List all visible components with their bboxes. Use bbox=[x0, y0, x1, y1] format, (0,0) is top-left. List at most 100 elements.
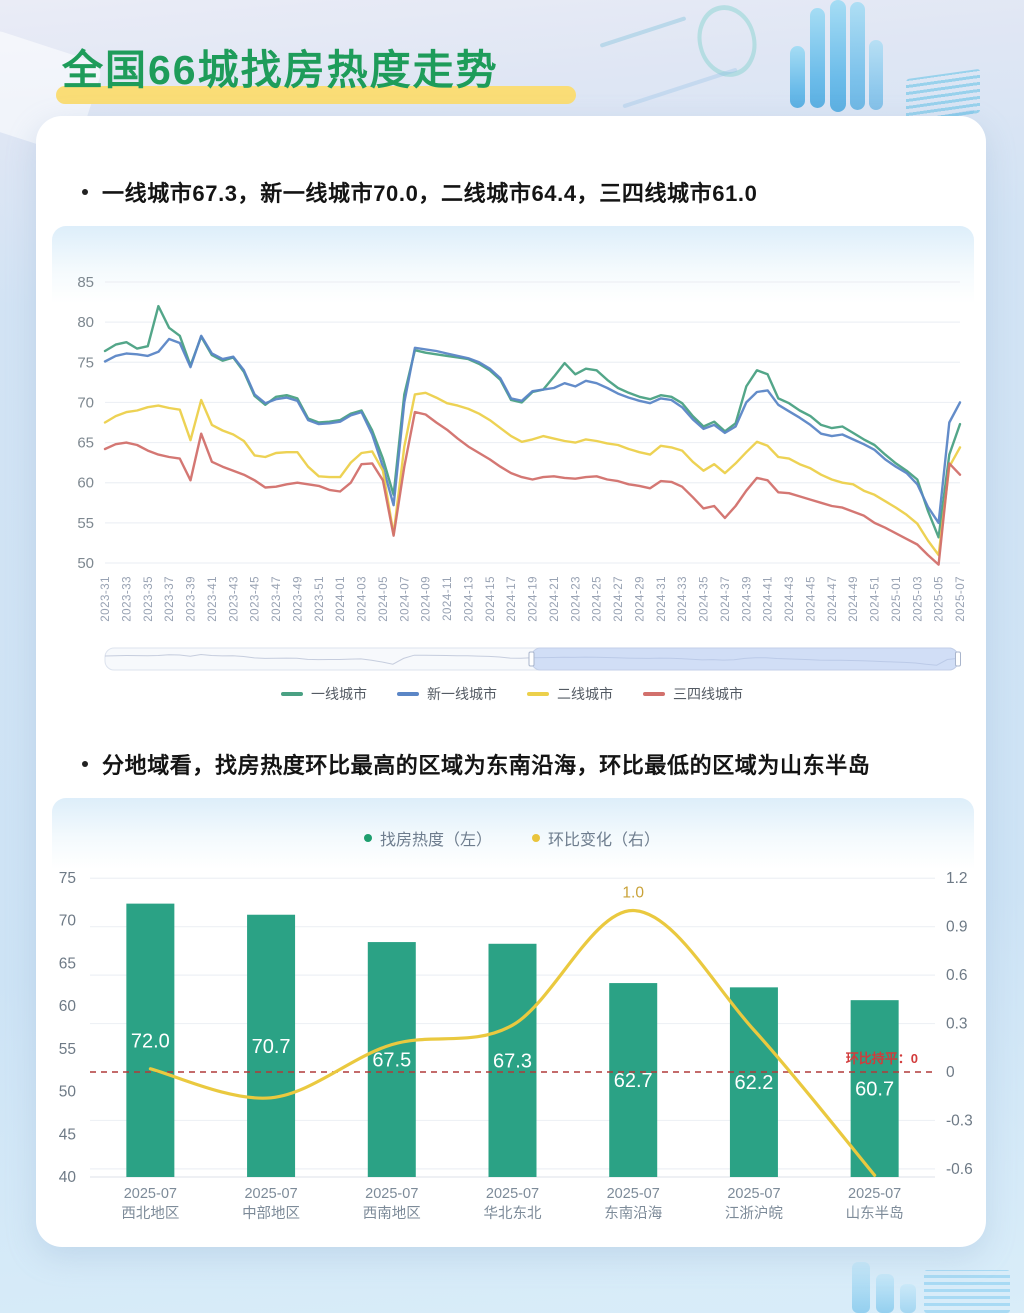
x-axis-tick-label: 2024-21 bbox=[549, 576, 561, 622]
x-axis-tick-label: 2024-19 bbox=[528, 576, 540, 622]
bar-中部地区[interactable] bbox=[247, 914, 296, 1177]
right-y-tick-label: 0.9 bbox=[946, 919, 968, 936]
decor-bottom-building bbox=[900, 1284, 916, 1313]
right-y-tick-label: 0 bbox=[946, 1064, 955, 1081]
x-axis-tick-label: 2023-51 bbox=[314, 576, 326, 622]
bar-东南沿海[interactable] bbox=[609, 983, 658, 1177]
x-axis-tick-label: 2023-35 bbox=[143, 576, 155, 622]
bar-value-label: 70.7 bbox=[252, 1036, 291, 1058]
legend-item-新一线城市[interactable]: 新一线城市 bbox=[397, 684, 497, 704]
x-axis-tick-label: 2024-05 bbox=[378, 576, 390, 622]
x-axis-tick-label: 2023-33 bbox=[121, 576, 133, 622]
datazoom-handle-left[interactable] bbox=[528, 651, 535, 667]
x-axis-tick-label: 2024-29 bbox=[634, 576, 646, 622]
decor-ring-icon bbox=[690, 0, 764, 84]
summary-bullet-regions: 分地域看，找房热度环比最高的区域为东南沿海，环比最低的区域为山东半岛 bbox=[82, 748, 962, 780]
x-axis-tick-label: 2023-41 bbox=[207, 576, 219, 622]
x-axis-tick-label: 2024-31 bbox=[656, 576, 668, 622]
x-axis-tick-label: 2024-43 bbox=[784, 576, 796, 622]
x-category-label: 2025-07 江浙沪皖 bbox=[725, 1186, 783, 1222]
x-axis-tick-label: 2024-45 bbox=[805, 576, 817, 622]
x-axis-tick-label: 2025-05 bbox=[934, 576, 946, 622]
header: 全国66城找房热度走势 bbox=[56, 47, 576, 104]
legend-item-环比变化（右）[interactable]: 环比变化（右） bbox=[532, 826, 660, 850]
line-chart-panel bbox=[52, 226, 974, 708]
left-y-tick-label: 75 bbox=[59, 870, 76, 887]
y-axis-tick-label: 50 bbox=[77, 555, 94, 572]
legend-dash-icon bbox=[397, 692, 419, 696]
bar-华北东北[interactable] bbox=[488, 943, 537, 1177]
series-line-三四线城市 bbox=[103, 410, 962, 566]
datazoom-handle-right[interactable] bbox=[955, 651, 961, 667]
x-axis-tick-label: 2024-03 bbox=[357, 576, 369, 622]
left-y-tick-label: 50 bbox=[59, 1084, 77, 1101]
bar-西南地区[interactable] bbox=[367, 942, 416, 1177]
x-category-label: 2025-07 西南地区 bbox=[363, 1186, 421, 1222]
legend-item-三四线城市[interactable]: 三四线城市 bbox=[643, 684, 743, 704]
series-line-一线城市 bbox=[103, 304, 962, 539]
bar-value-label: 67.5 bbox=[372, 1050, 411, 1072]
bar-value-label: 72.0 bbox=[131, 1030, 170, 1052]
left-y-tick-label: 40 bbox=[59, 1169, 77, 1186]
x-axis-tick-label: 2024-17 bbox=[506, 576, 518, 622]
x-axis-tick-label: 2024-01 bbox=[335, 576, 347, 622]
x-axis-tick-label: 2024-07 bbox=[399, 576, 411, 622]
line-chart-legend: 一线城市 新一线城市 二线城市 三四线城市 bbox=[0, 684, 1024, 704]
decor-bottom-building bbox=[876, 1274, 894, 1313]
legend-label: 找房热度（左） bbox=[379, 832, 492, 849]
legend-item-二线城市[interactable]: 二线城市 bbox=[527, 684, 613, 704]
zero-line-annotation: 环比持平：0 bbox=[846, 1051, 918, 1066]
bar-山东半岛[interactable] bbox=[850, 1000, 899, 1177]
x-category-label: 2025-07 东南沿海 bbox=[604, 1186, 662, 1222]
x-axis-tick-label: 2024-27 bbox=[613, 576, 625, 622]
x-axis-tick-label: 2024-11 bbox=[442, 576, 454, 621]
bar-chart-regions: 75 70 65 60 55 50 45 40 1.2 0.9 0.6 0.3 0 -0.3 -0.6 72.… bbox=[59, 870, 973, 1222]
legend-dash-icon bbox=[281, 692, 303, 696]
bar-value-label: 67.3 bbox=[493, 1050, 532, 1072]
x-category-label: 2025-07 山东半岛 bbox=[846, 1186, 904, 1222]
decor-line bbox=[622, 67, 738, 109]
legend-item-一线城市[interactable]: 一线城市 bbox=[281, 684, 367, 704]
right-y-tick-label: 1.2 bbox=[946, 870, 968, 887]
bar-value-label: 60.7 bbox=[855, 1079, 894, 1101]
left-y-tick-label: 45 bbox=[59, 1126, 76, 1143]
bar-chart-legend: 找房热度（左） 环比变化（右） bbox=[0, 826, 1024, 850]
x-category-label: 2025-07 中部地区 bbox=[242, 1186, 300, 1222]
x-axis-tick-label: 2024-13 bbox=[463, 576, 475, 622]
x-axis-tick-label: 2023-39 bbox=[186, 576, 198, 622]
legend-dash-icon bbox=[643, 692, 665, 696]
x-axis-tick-label: 2024-25 bbox=[592, 576, 604, 622]
bar-西北地区[interactable] bbox=[126, 903, 175, 1177]
bullet-dot bbox=[82, 761, 88, 767]
bar-江浙沪皖[interactable] bbox=[729, 987, 778, 1177]
page-title: 全国66城找房热度走势 bbox=[62, 47, 499, 93]
x-axis-tick-label: 2024-37 bbox=[720, 576, 732, 622]
legend-dash-icon bbox=[527, 692, 549, 696]
legend-item-找房热度（左）[interactable]: 找房热度（左） bbox=[363, 826, 492, 850]
datazoom-window[interactable] bbox=[531, 647, 959, 671]
x-axis-tick-label: 2023-47 bbox=[271, 576, 283, 622]
x-axis-tick-label: 2023-31 bbox=[100, 576, 112, 622]
y-axis-tick-label: 70 bbox=[77, 394, 94, 411]
line-chart-city-tiers: 85 80 75 70 65 60 55 50 2023-31 2023-33 2023-35 202… bbox=[77, 274, 967, 671]
bullet-text: 分地域看，找房热度环比最高的区域为东南沿海，环比最低的区域为山东半岛 bbox=[102, 753, 871, 778]
left-y-tick-label: 60 bbox=[59, 998, 77, 1015]
line-peak-label: 1.0 bbox=[622, 885, 644, 902]
x-axis-tick-label: 2024-23 bbox=[570, 576, 582, 622]
legend-label: 一线城市 bbox=[311, 686, 367, 702]
left-y-tick-label: 55 bbox=[59, 1041, 76, 1058]
x-axis-tick-label: 2023-37 bbox=[164, 576, 176, 622]
x-axis-tick-label: 2023-43 bbox=[228, 576, 240, 622]
decor-building-bar bbox=[869, 40, 883, 110]
title-highlight-bar bbox=[56, 86, 576, 104]
x-axis-tick-label: 2023-49 bbox=[292, 576, 304, 622]
legend-label: 二线城市 bbox=[557, 686, 613, 702]
bar-value-label: 62.7 bbox=[614, 1070, 653, 1092]
decor-line bbox=[599, 16, 687, 48]
legend-label: 环比变化（右） bbox=[548, 832, 661, 849]
x-axis-tick-label: 2025-03 bbox=[912, 576, 924, 622]
right-y-tick-label: 0.3 bbox=[946, 1016, 968, 1033]
y-axis-tick-label: 60 bbox=[77, 475, 94, 492]
right-y-tick-label: 0.6 bbox=[946, 967, 968, 984]
